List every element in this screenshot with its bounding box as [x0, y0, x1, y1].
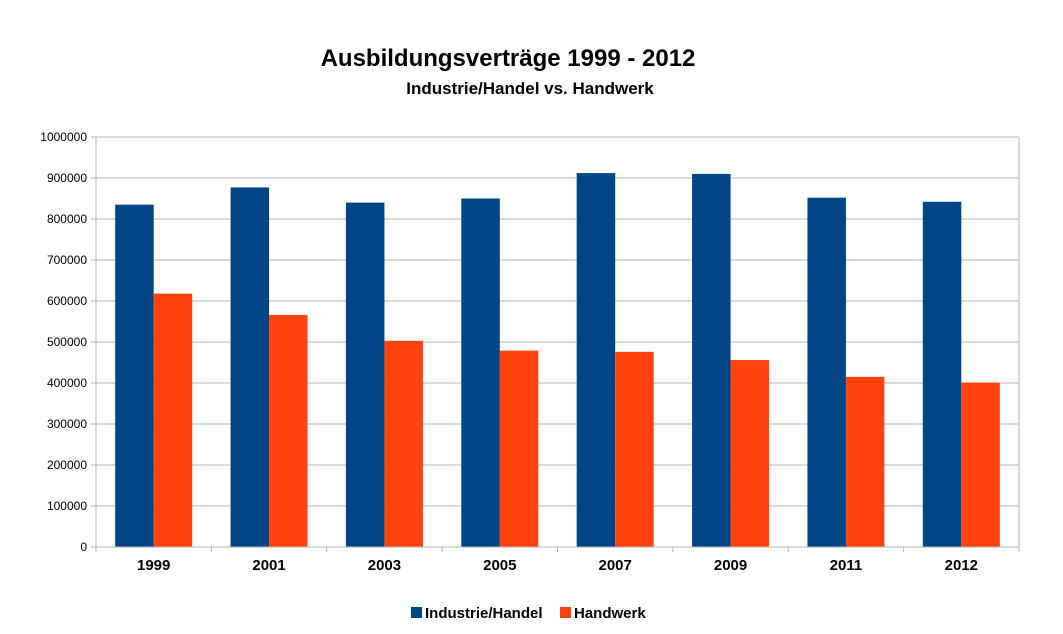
bar-handwerk-2009 [730, 360, 770, 547]
bar-industrie-handel-2009 [692, 173, 731, 547]
bar-industrie-handel-2003 [345, 202, 385, 547]
legend-swatch [411, 607, 422, 618]
y-tick-label: 900000 [47, 171, 87, 185]
x-tick-label: 2012 [945, 557, 978, 574]
x-tick-label: 2001 [252, 557, 285, 574]
y-axis-ticks: 0 100000 200000 300000 400000 500000 600000 700… [40, 130, 87, 554]
bar-handwerk-2001 [269, 314, 308, 547]
y-tick-label: 1000000 [40, 130, 87, 144]
x-tick-label: 2003 [368, 557, 401, 574]
bar-handwerk-2007 [615, 351, 654, 547]
bar-industrie-handel-2012 [922, 201, 962, 547]
bar-industrie-handel-2011 [807, 197, 846, 547]
bar-industrie-handel-2001 [230, 187, 270, 547]
x-tick-label: 2009 [714, 557, 747, 574]
x-tick-label: 1999 [137, 557, 170, 574]
x-tick-label: 2007 [599, 557, 632, 574]
bar-handwerk-2005 [499, 350, 539, 547]
bar-handwerk-2011 [845, 376, 885, 547]
legend-label: Handwerk [574, 605, 646, 622]
y-tick-label: 600000 [47, 294, 87, 308]
y-tick-label: 200000 [47, 458, 87, 472]
y-tick-label: 500000 [47, 335, 87, 349]
y-tick-label: 700000 [47, 253, 87, 267]
y-tick-label: 400000 [47, 376, 87, 390]
x-tick-label: 2005 [483, 557, 516, 574]
legend-label: Industrie/Handel [425, 605, 543, 622]
x-axis-ticks: 1999 2001 2003 2005 2007 2009 2011 2012 [95, 546, 1020, 574]
bars [115, 173, 1000, 547]
chart-subtitle: Industrie/Handel vs. Handwerk [406, 79, 654, 98]
bar-handwerk-2012 [961, 382, 1000, 547]
chart-title: Ausbildungsverträge 1999 - 2012 [321, 45, 696, 72]
bar-industrie-handel-1999 [115, 204, 154, 547]
y-tick-label: 800000 [47, 212, 87, 226]
y-tick-label: 100000 [47, 499, 87, 513]
bar-industrie-handel-2005 [461, 198, 500, 547]
y-tick-label: 0 [80, 540, 87, 554]
y-tick-label: 300000 [47, 417, 87, 431]
legend-swatch [560, 607, 571, 618]
bar-handwerk-2003 [384, 340, 423, 547]
legend: Industrie/Handel Handwerk [411, 605, 646, 622]
bar-industrie-handel-2007 [576, 173, 616, 547]
bar-handwerk-1999 [153, 293, 193, 547]
x-tick-label: 2011 [830, 557, 863, 574]
